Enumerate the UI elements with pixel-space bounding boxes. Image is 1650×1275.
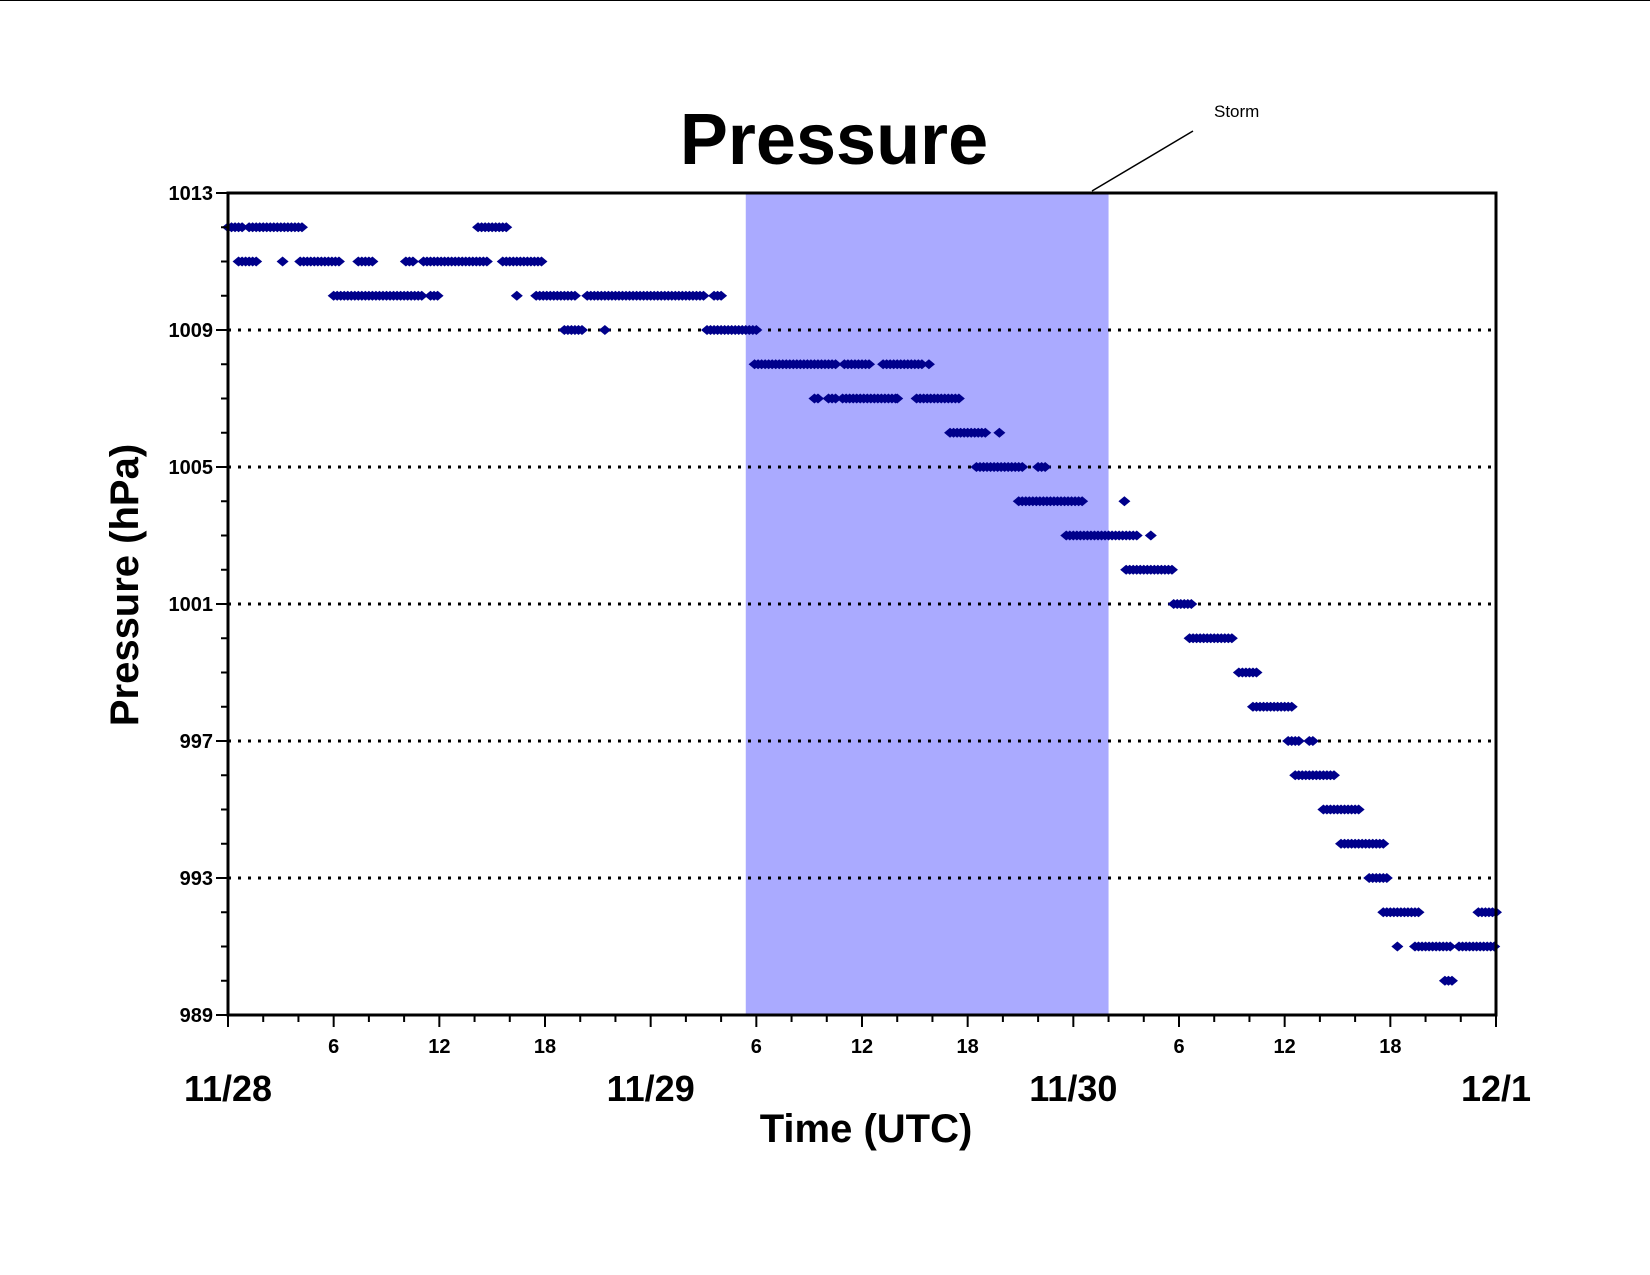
y-tick-label: 989: [180, 1005, 213, 1027]
data-point: [431, 290, 444, 301]
data-point: [1445, 975, 1458, 986]
x-hour-label: 6: [1173, 1036, 1184, 1058]
data-point: [715, 290, 728, 301]
y-tick-label: 997: [180, 731, 213, 753]
data-point: [568, 290, 581, 301]
x-hour-label: 18: [957, 1036, 979, 1058]
x-hour-label: 6: [751, 1036, 762, 1058]
chart-title: Pressure: [680, 100, 988, 180]
data-point: [1292, 736, 1305, 746]
data-point: [510, 290, 523, 301]
data-point: [811, 393, 824, 404]
data-point: [276, 256, 289, 267]
data-point: [1130, 530, 1143, 541]
data-point: [406, 256, 419, 267]
data-point: [332, 256, 345, 267]
data-point: [1144, 530, 1157, 541]
axes: [216, 191, 1498, 1027]
data-point: [236, 222, 249, 233]
x-hour-label: 12: [428, 1036, 450, 1058]
y-tick-label: 1013: [169, 183, 214, 205]
data-point: [829, 393, 842, 404]
data-point: [535, 256, 548, 267]
data-point: [1185, 599, 1198, 609]
data-point: [415, 290, 428, 301]
data-point: [1380, 873, 1393, 883]
data-point: [1250, 667, 1263, 678]
x-date-label: 11/29: [607, 1068, 695, 1109]
data-point: [575, 325, 588, 335]
data-point: [750, 325, 763, 335]
data-point: [1352, 804, 1365, 815]
data-point: [1165, 564, 1178, 575]
x-hour-label: 12: [1274, 1036, 1296, 1058]
x-axis-label: Time (UTC): [760, 1107, 973, 1151]
data-point: [295, 222, 308, 233]
data-point: [915, 359, 928, 370]
data-point: [952, 393, 965, 404]
data-point: [500, 222, 513, 233]
data-point: [1412, 907, 1425, 918]
storm-callout-line: [1091, 130, 1194, 192]
data-point: [366, 256, 379, 267]
y-axis-label: Pressure (hPa): [103, 444, 147, 726]
x-hour-label: 12: [851, 1036, 873, 1058]
y-tick-label: 1001: [169, 594, 214, 616]
y-tick-label: 1009: [169, 320, 214, 342]
data-point: [979, 427, 992, 438]
data-point: [891, 393, 904, 404]
data-point: [993, 427, 1006, 438]
data-point: [1285, 701, 1298, 712]
data-point: [1391, 941, 1404, 952]
data-point: [863, 359, 876, 370]
tick-labels: 1013 1009 1005 1001 997 993 989 6 12 18 6 12 18 6 12 18…: [169, 183, 1532, 1109]
data-point: [250, 256, 263, 267]
data-point: [1377, 838, 1390, 849]
x-date-label: 12/1: [1461, 1068, 1531, 1109]
x-hour-label: 18: [534, 1036, 556, 1058]
data-point: [1306, 736, 1319, 746]
x-date-label: 11/30: [1029, 1068, 1117, 1109]
data-point: [1225, 633, 1238, 644]
data-point: [598, 325, 611, 335]
data-point: [1118, 496, 1131, 507]
storm-annotation: Storm: [1214, 102, 1259, 121]
x-hour-label: 18: [1379, 1036, 1401, 1058]
data-point: [1444, 941, 1457, 952]
x-date-label: 11/28: [184, 1068, 272, 1109]
top-border-line: [0, 0, 1650, 1]
y-tick-label: 993: [180, 868, 213, 890]
data-point: [697, 290, 710, 301]
data-point: [829, 359, 842, 370]
data-point: [480, 256, 493, 267]
data-point: [1076, 496, 1089, 507]
gridlines: [228, 328, 1496, 880]
x-hour-label: 6: [328, 1036, 339, 1058]
data-point: [1327, 770, 1340, 781]
data-point: [1016, 462, 1029, 472]
data-point: [922, 359, 935, 370]
y-tick-label: 1005: [169, 457, 214, 479]
data-point: [1039, 462, 1052, 472]
data-points: [222, 222, 1502, 986]
